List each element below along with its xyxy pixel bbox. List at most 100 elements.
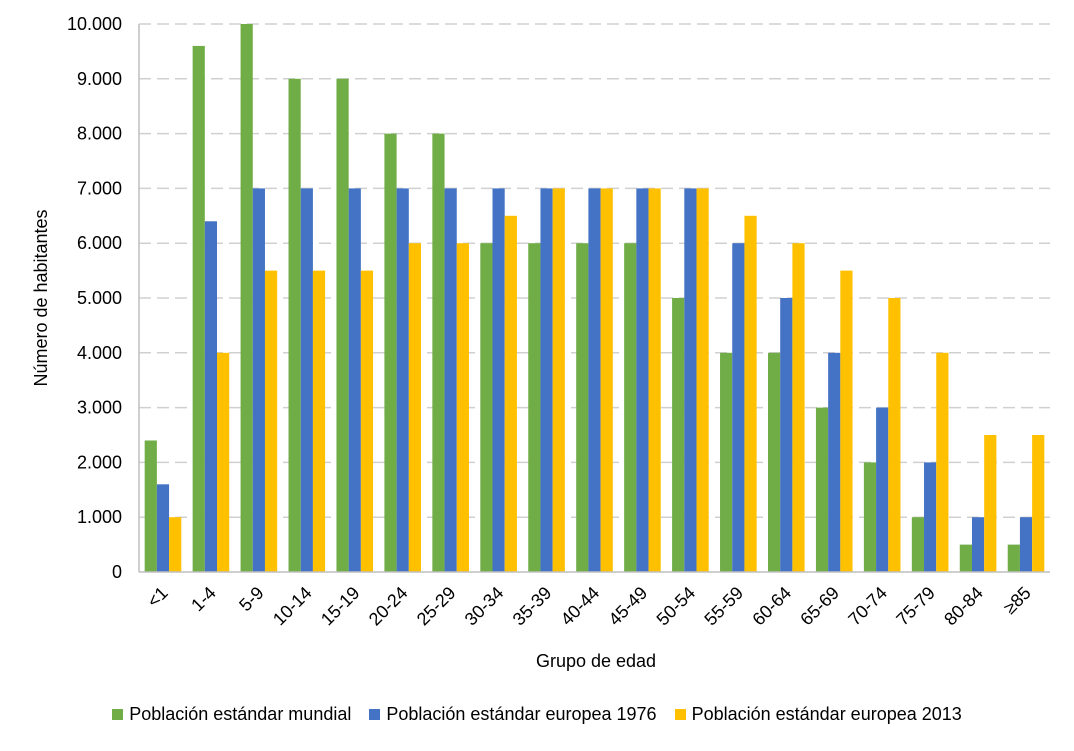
- bar-world: [528, 243, 541, 572]
- x-tick-label: 25-29: [413, 583, 460, 630]
- bar-europe-1976: [780, 298, 793, 572]
- bar-world: [192, 45, 205, 573]
- bar-europe-2013: [792, 243, 805, 572]
- legend-label-europe-1976: Población estándar europea 1976: [386, 704, 657, 724]
- x-tick-label: 55-59: [700, 583, 747, 630]
- bars: [144, 24, 1045, 573]
- bar-europe-1976: [444, 188, 457, 572]
- bar-europe-2013: [600, 188, 613, 572]
- y-tick-label: 0: [112, 562, 122, 582]
- x-tick-label: 20-24: [365, 583, 412, 630]
- bar-europe-1976: [348, 188, 361, 572]
- x-tick-label: 50-54: [653, 583, 700, 630]
- x-tick-label: 30-34: [461, 583, 508, 630]
- bar-world: [815, 407, 829, 572]
- bar-world: [288, 78, 301, 573]
- bar-world: [144, 440, 157, 572]
- bar-europe-1976: [828, 352, 841, 572]
- bar-world: [480, 243, 493, 572]
- bar-europe-1976: [204, 221, 218, 572]
- x-tick-label: 10-14: [269, 583, 316, 630]
- x-tick-label: 60-64: [748, 583, 795, 630]
- y-tick-label: 4.000: [77, 343, 122, 363]
- bar-europe-2013: [408, 243, 422, 572]
- bar-europe-1976: [876, 407, 889, 572]
- x-tick-label: 15-19: [317, 583, 364, 630]
- bar-europe-2013: [312, 270, 326, 572]
- legend-swatch-world: [112, 709, 124, 720]
- y-tick-label: 8.000: [77, 124, 122, 144]
- bar-europe-2013: [648, 188, 661, 572]
- bar-world: [1007, 544, 1020, 572]
- y-tick-label: 6.000: [77, 233, 122, 253]
- bar-europe-1976: [396, 188, 409, 572]
- legend-label-europe-2013: Población estándar europea 2013: [691, 704, 962, 724]
- x-tick-label: <1: [143, 583, 172, 612]
- bar-europe-1976: [492, 188, 505, 572]
- bar-world: [336, 78, 349, 573]
- bar-world: [959, 544, 972, 572]
- y-tick-label: 2.000: [77, 452, 122, 472]
- bar-world: [576, 243, 589, 572]
- bar-europe-1976: [540, 188, 553, 572]
- y-tick-label: 3.000: [77, 398, 122, 418]
- legend: Población estándar mundial Población est…: [0, 704, 1074, 725]
- legend-item-europe-1976: Población estándar europea 1976: [369, 704, 657, 725]
- y-axis-title: Número de habitantes: [31, 209, 51, 386]
- y-tick-label: 9.000: [77, 69, 122, 89]
- bar-europe-1976: [684, 188, 697, 572]
- bar-europe-2013: [504, 215, 517, 573]
- bar-europe-2013: [217, 352, 230, 572]
- x-axis-title: Grupo de edad: [536, 651, 656, 671]
- bar-world: [240, 24, 253, 572]
- y-tick-label: 10.000: [67, 14, 122, 34]
- bar-europe-2013: [169, 517, 182, 572]
- bar-europe-2013: [552, 188, 565, 572]
- x-tick-label: 5-9: [235, 583, 268, 616]
- bar-europe-2013: [744, 215, 757, 573]
- bar-world: [384, 133, 397, 572]
- legend-label-world: Población estándar mundial: [129, 704, 352, 724]
- y-tick-label: 1.000: [77, 507, 122, 527]
- bar-world: [863, 462, 877, 572]
- bar-chart: 0 1.000 2.000 3.000 4.000 5.000 6.000 7.000 8.00…: [31, 14, 1050, 671]
- legend-item-world: Población estándar mundial: [112, 704, 351, 725]
- bar-europe-2013: [696, 188, 709, 572]
- bar-europe-2013: [456, 243, 469, 572]
- bar-europe-1976: [1019, 517, 1033, 572]
- bar-europe-2013: [984, 435, 997, 572]
- bar-europe-2013: [840, 270, 853, 572]
- x-tick-label: 1-4: [187, 583, 220, 616]
- bar-world: [672, 298, 685, 572]
- bar-europe-1976: [924, 462, 937, 572]
- bar-europe-1976: [156, 484, 170, 572]
- bar-world: [767, 352, 781, 572]
- bar-europe-2013: [936, 352, 949, 572]
- bar-world: [624, 243, 637, 572]
- legend-swatch-europe-2013: [674, 709, 686, 720]
- bar-europe-2013: [1032, 435, 1045, 572]
- bar-world: [720, 352, 733, 572]
- bar-world: [911, 517, 925, 572]
- bar-europe-2013: [888, 298, 901, 572]
- x-tick-label: ≥85: [1000, 583, 1035, 618]
- x-tick-label: 45-49: [605, 583, 652, 630]
- x-tick-label: 70-74: [844, 583, 891, 630]
- x-tick-label: 35-39: [509, 583, 556, 630]
- bar-europe-1976: [588, 188, 601, 572]
- bar-europe-2013: [360, 270, 374, 572]
- y-tick-label: 5.000: [77, 288, 122, 308]
- x-tick-label: 40-44: [557, 583, 604, 630]
- bar-world: [432, 133, 445, 572]
- x-tick-label: 75-79: [892, 583, 939, 630]
- bar-europe-1976: [636, 188, 649, 572]
- bar-europe-1976: [252, 188, 265, 572]
- bar-europe-2013: [264, 270, 278, 572]
- bar-europe-1976: [971, 517, 985, 572]
- x-tick-label: 65-69: [796, 583, 843, 630]
- legend-item-europe-2013: Población estándar europea 2013: [674, 704, 962, 725]
- bar-europe-1976: [732, 243, 745, 572]
- y-tick-label: 7.000: [77, 178, 122, 198]
- x-tick-label: 80-84: [940, 583, 987, 630]
